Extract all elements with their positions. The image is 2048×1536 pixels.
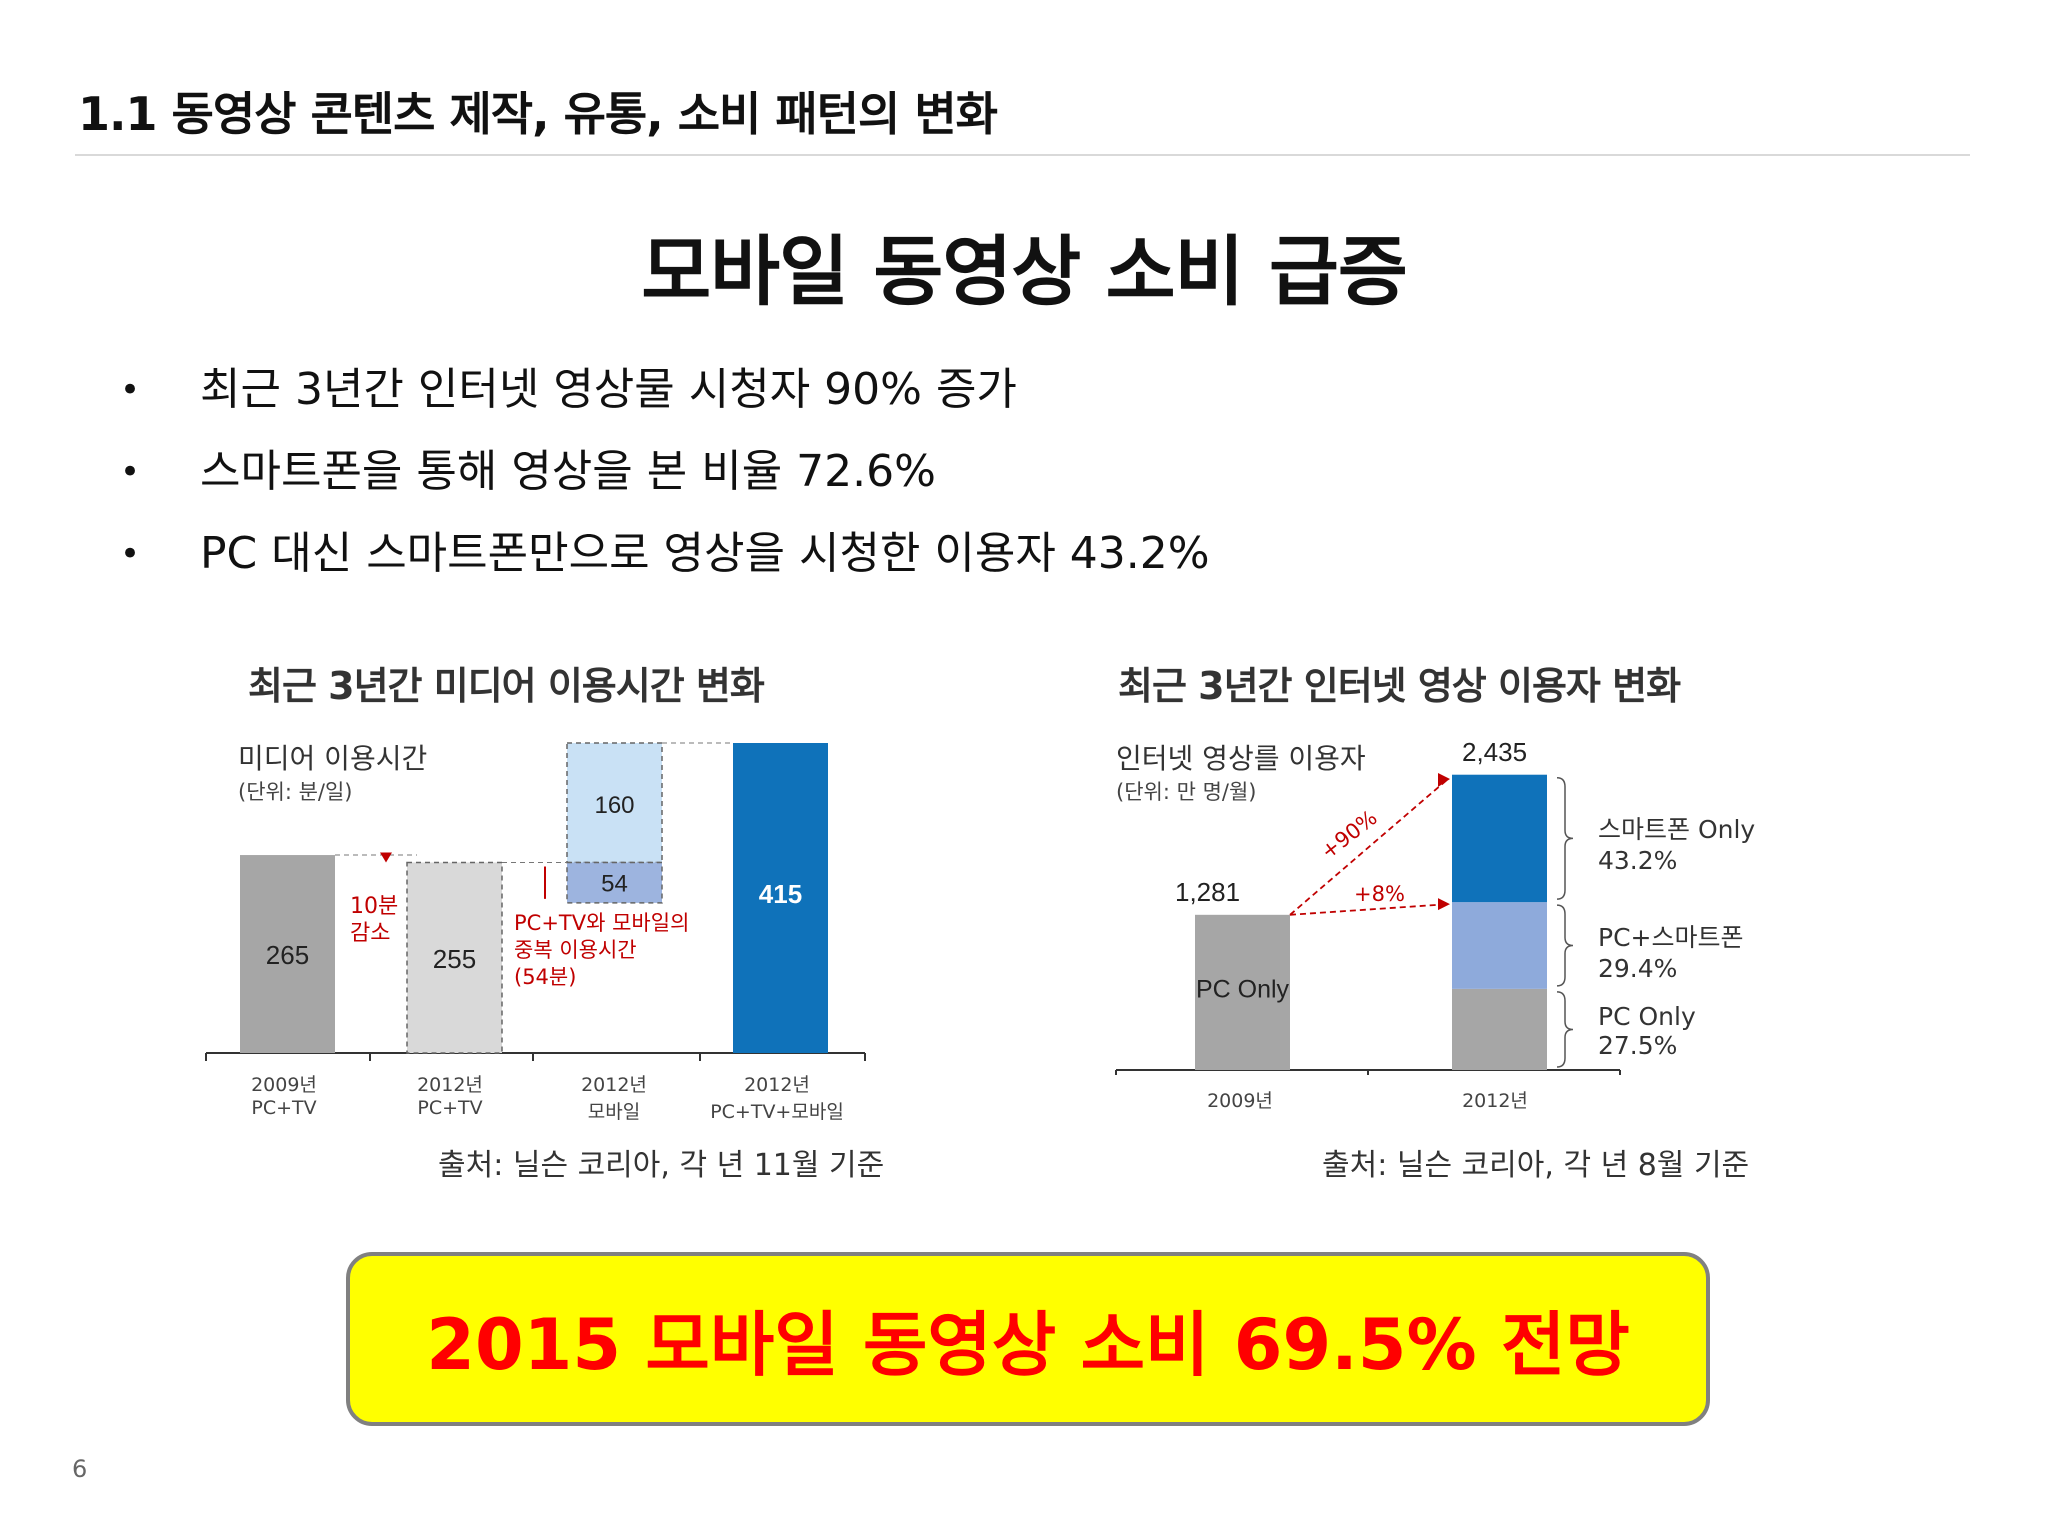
bullet-text: 최근 3년간 인터넷 영상물 시청자 90% 증가 — [200, 364, 1017, 415]
bar-value-label: 2,435 — [1462, 737, 1527, 767]
bar-value-label: 255 — [433, 944, 476, 974]
y-axis-label: 미디어 이용시간 — [238, 742, 428, 775]
tick-label: 2009년 — [1207, 1090, 1273, 1112]
growth-arrow-total — [1289, 778, 1449, 916]
header-divider — [75, 154, 1970, 156]
decrease-arrowhead — [380, 852, 392, 863]
bullet-icon: • — [120, 452, 141, 492]
growth-arrow-pc — [1289, 903, 1449, 916]
tick-label-year: 2009년 — [251, 1074, 317, 1096]
annotation-text: 중복 이용시간 — [514, 938, 637, 962]
legend-name: PC+스마트폰 — [1598, 923, 1744, 952]
page-title: 모바일 동영상 소비 급증 — [641, 227, 1408, 316]
bullet-list: • 최근 3년간 인터넷 영상물 시청자 90% 증가 • 스마트폰을 통해 영상을… — [120, 360, 1210, 606]
bar-value-label: 1,281 — [1175, 877, 1240, 907]
bullet-icon: • — [120, 534, 141, 574]
bullet-icon: • — [120, 370, 141, 410]
legend-pc-smartphone: PC+스마트폰 29.4% — [1598, 918, 1743, 983]
brace — [1556, 776, 1574, 900]
forecast-callout: 2015 모바일 동영상 소비 69.5% 전망 — [346, 1252, 1710, 1426]
legend-share: 27.5% — [1598, 1031, 1678, 1060]
chart-source: 출처: 닐슨 코리아, 각 년 11월 기준 — [438, 1148, 885, 1183]
legend-name: PC Only — [1598, 1002, 1696, 1031]
annotation-text: PC+TV와 모바일의 — [514, 911, 689, 935]
tick-label: 2009년 PC+TV — [219, 1070, 349, 1119]
bar-2009 — [1195, 914, 1290, 1070]
growth-label: +8% — [1354, 882, 1405, 906]
chart-title: 최근 3년간 미디어 이용시간 변화 — [248, 664, 765, 708]
callout-text: 2015 모바일 동영상 소비 69.5% 전망 — [426, 1303, 1630, 1386]
legend-name: 스마트폰 Only — [1598, 815, 1756, 844]
list-item: • 스마트폰을 통해 영상을 본 비율 72.6% — [120, 442, 1210, 524]
tick-label: 2012년 PC+TV+모바일 — [692, 1070, 862, 1124]
unit-label: (단위: 만 명/월) — [1116, 780, 1257, 804]
tick-label: 2012년 PC+TV — [385, 1070, 515, 1119]
legend-share: 43.2% — [1598, 846, 1678, 875]
tick-label-media: PC+TV — [251, 1097, 317, 1119]
chart-source: 출처: 닐슨 코리아, 각 년 8월 기준 — [1322, 1148, 1750, 1183]
tick-label: 2012년 — [1462, 1090, 1528, 1112]
growth-arrowhead — [1438, 898, 1450, 911]
tick-label-year: 2012년 — [581, 1074, 647, 1096]
list-item: • PC 대신 스마트폰만으로 영상을 시청한 이용자 43.2% — [120, 524, 1210, 606]
page-number: 6 — [72, 1455, 88, 1483]
growth-label: +90% — [1316, 805, 1381, 863]
tick-label-year: 2012년 — [744, 1074, 810, 1096]
bar-value-label: 415 — [759, 879, 802, 909]
tick-label-media: 모바일 — [587, 1101, 641, 1123]
bar-2012-mobile-overlap-segment — [566, 861, 663, 904]
unit-label: (단위: 분/일) — [238, 780, 353, 804]
annotation-text: (54분) — [514, 965, 576, 989]
legend-smartphone-only: 스마트폰 Only 43.2% — [1598, 810, 1755, 875]
annotation-text: 감소 — [350, 921, 390, 946]
legend-share: 29.4% — [1598, 954, 1678, 983]
section-title: 1.1 동영상 콘텐츠 제작, 유통, 소비 패턴의 변화 — [78, 87, 998, 141]
tick-label-year: 2012년 — [417, 1074, 483, 1096]
video-users-chart: 1,281 2,435 PC Only +90% +8% — [1115, 737, 1621, 1075]
list-item: • 최근 3년간 인터넷 영상물 시청자 90% 증가 — [120, 360, 1210, 442]
bullet-text: 스마트폰을 통해 영상을 본 비율 72.6% — [200, 446, 936, 497]
segment-value-label: 160 — [594, 792, 634, 819]
y-axis-label: 인터넷 영상를 이용자 — [1116, 742, 1366, 775]
chart-title: 최근 3년간 인터넷 영상 이용자 변화 — [1118, 664, 1681, 708]
brace — [1556, 904, 1574, 987]
tick-label-media: PC+TV — [417, 1097, 483, 1119]
growth-arrowhead — [1438, 773, 1450, 787]
brace — [1556, 991, 1574, 1068]
bar-2012-pc-only — [1452, 988, 1547, 1070]
bar-2012-total — [733, 743, 828, 1053]
bar-2012-pc-smartphone — [1452, 902, 1547, 989]
bar-inner-label: PC Only — [1196, 975, 1290, 1003]
bar-2012-smartphone-only — [1452, 774, 1547, 903]
bar-2009-pctv — [240, 855, 335, 1053]
bar-value-label: 265 — [266, 940, 309, 970]
legend-pc-only: PC Only 27.5% — [1598, 1002, 1696, 1060]
segment-value-label: 54 — [601, 871, 628, 898]
bullet-text: PC 대신 스마트폰만으로 영상을 시청한 이용자 43.2% — [200, 528, 1210, 579]
bar-2012-pctv — [406, 861, 503, 1054]
tick-label-media: PC+TV+모바일 — [710, 1101, 844, 1123]
annotation-text: 10분 — [350, 894, 398, 919]
